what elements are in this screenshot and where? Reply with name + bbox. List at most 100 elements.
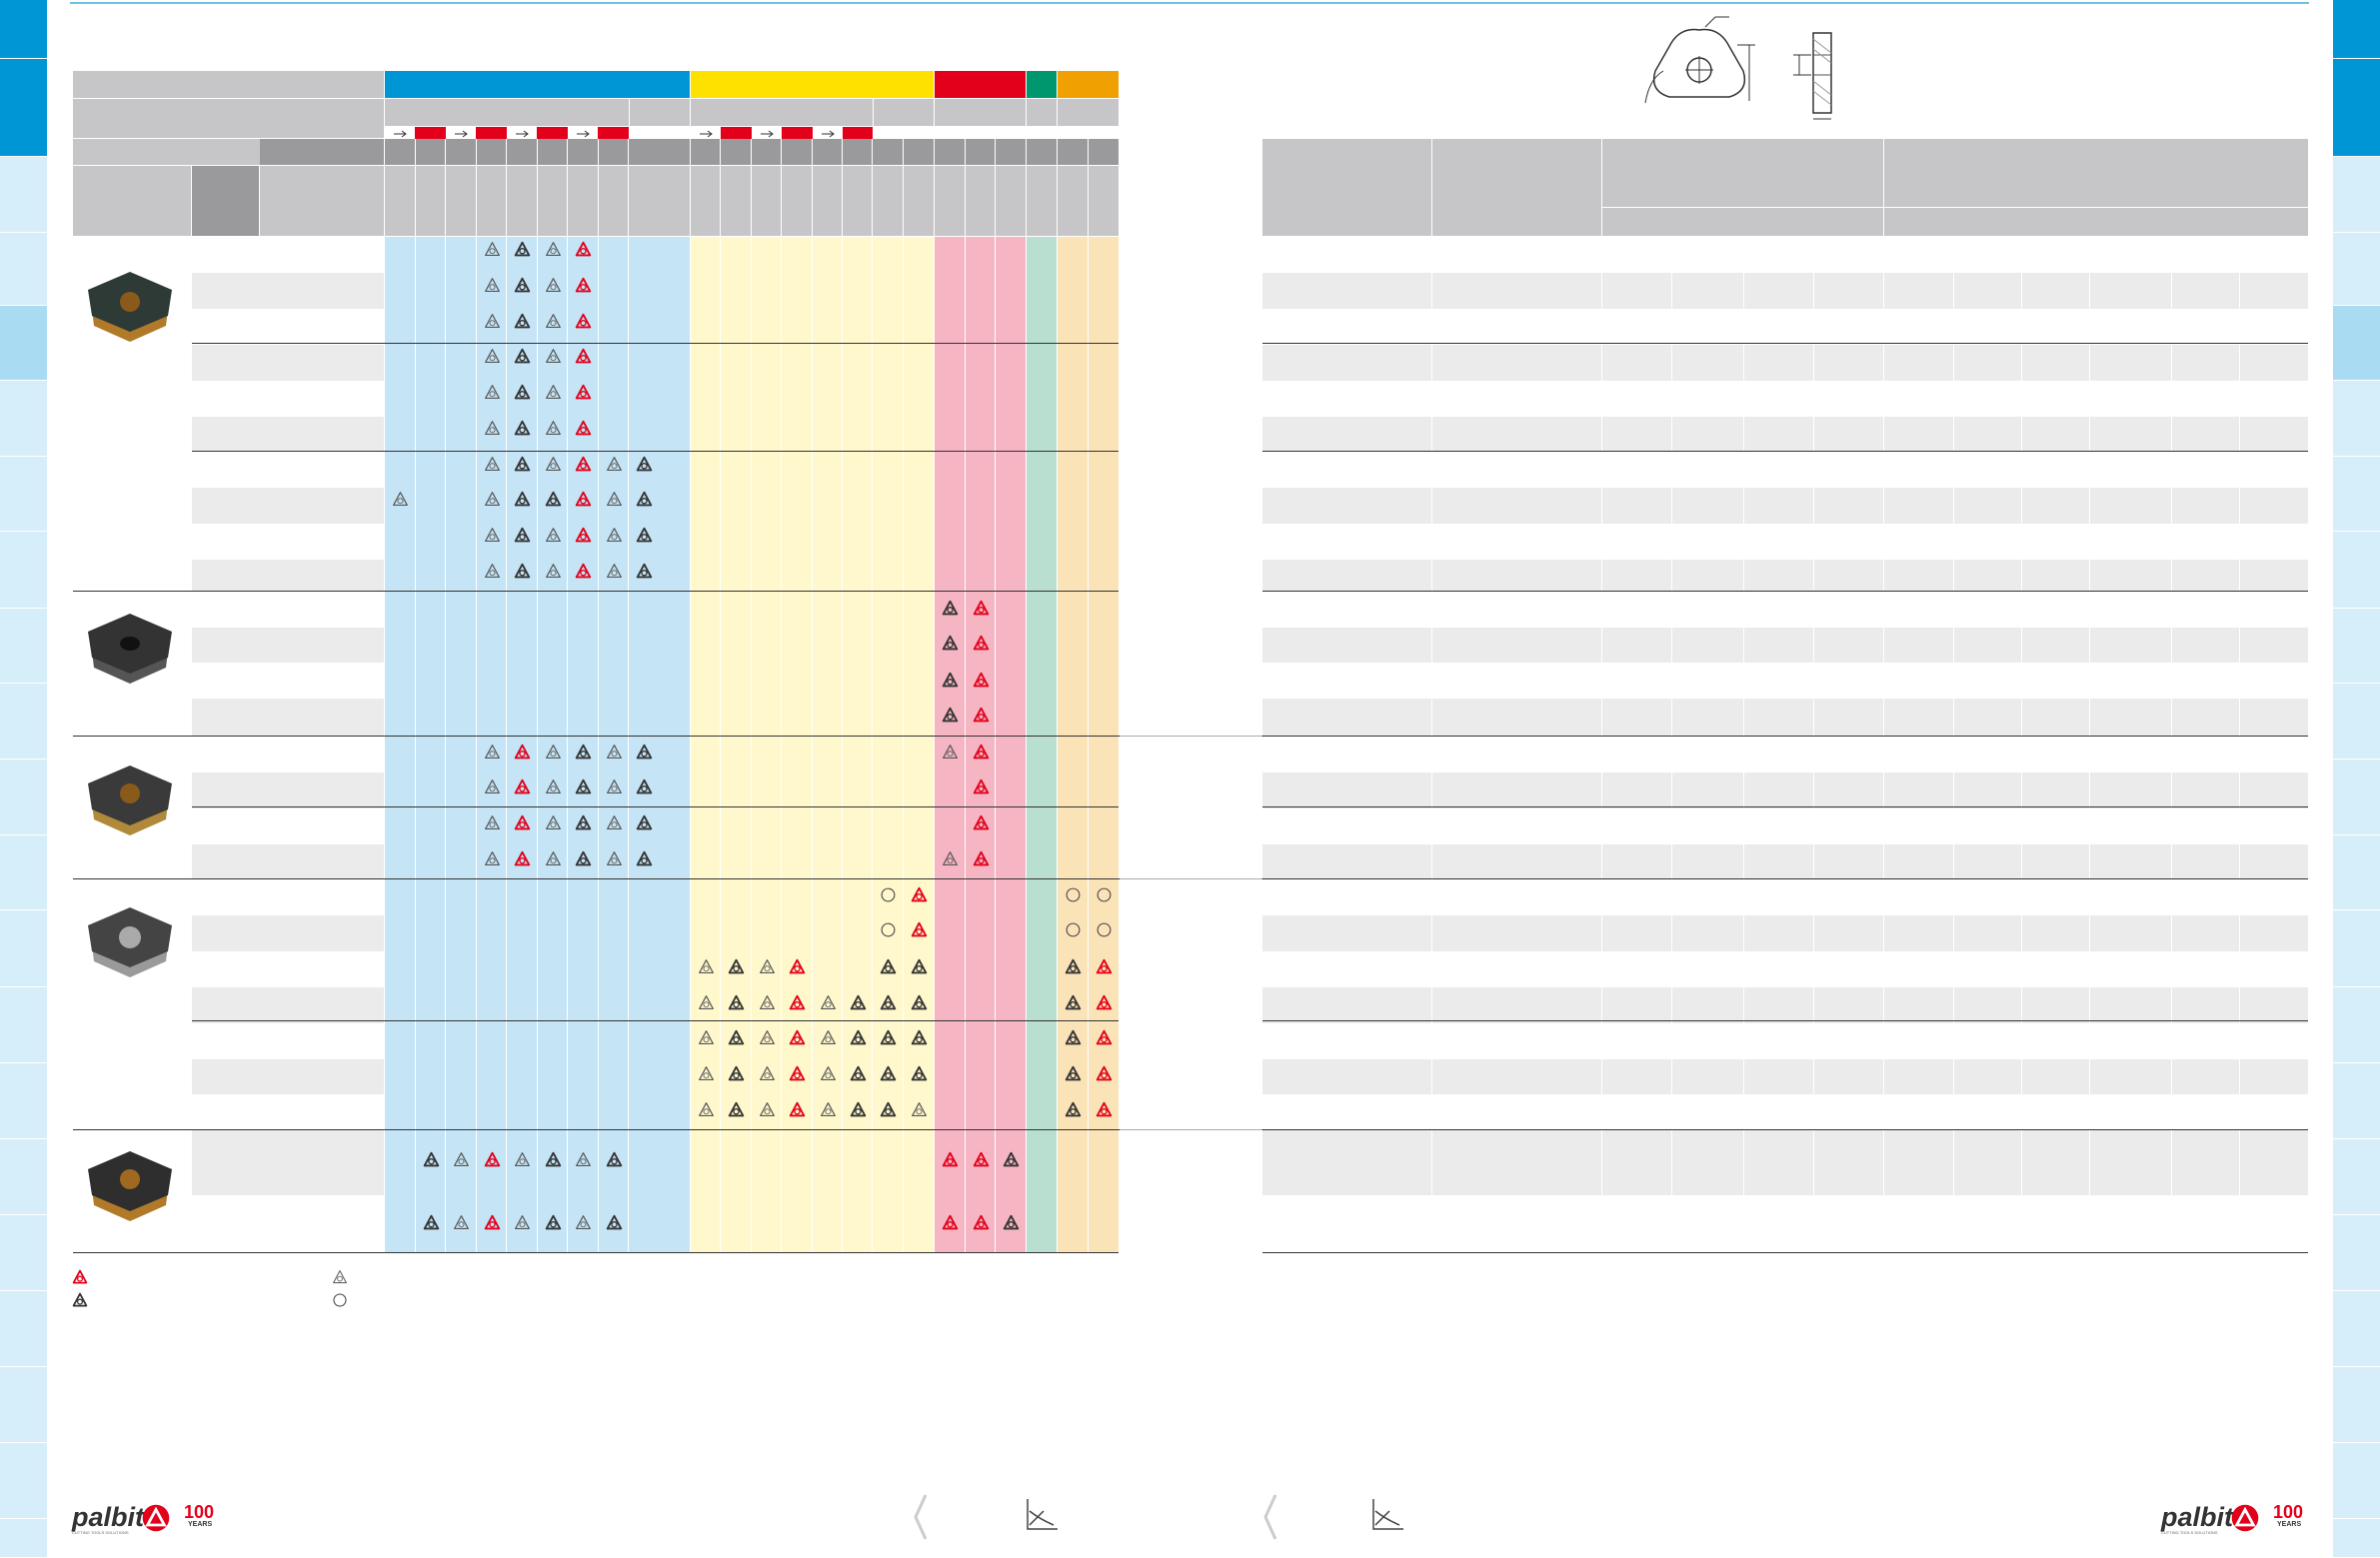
side-tab[interactable] <box>2333 1215 2380 1291</box>
dimension-row-stripe <box>1262 1059 2308 1094</box>
side-tab[interactable] <box>2333 1291 2380 1367</box>
side-tab[interactable] <box>0 1367 47 1443</box>
side-tab[interactable] <box>0 59 47 157</box>
outline-triangle-icon <box>545 814 562 831</box>
outline-triangle-icon <box>606 527 623 544</box>
group-separator <box>192 806 1119 807</box>
dark-triangle-icon <box>850 994 867 1011</box>
side-tab[interactable] <box>2333 1519 2380 1558</box>
arrow-right-icon <box>752 127 782 139</box>
side-tab[interactable] <box>2333 157 2380 233</box>
dark-triangle-icon <box>728 958 745 975</box>
red-triangle-icon <box>575 384 592 401</box>
dark-triangle-icon <box>911 994 928 1011</box>
side-tab[interactable] <box>0 532 47 609</box>
subgroup-divider <box>1026 99 1027 126</box>
side-tab[interactable] <box>2333 532 2380 609</box>
outline-triangle-icon <box>545 527 562 544</box>
side-tab[interactable] <box>2333 1139 2380 1215</box>
circle-icon <box>1065 921 1082 938</box>
column-divider <box>995 139 996 165</box>
red-triangle-icon <box>1096 1101 1113 1118</box>
anniversary-word: YEARS <box>2277 1521 2302 1528</box>
outline-triangle-icon <box>698 1101 715 1118</box>
dimension-row-stripe <box>1262 560 2308 592</box>
dark-triangle-icon <box>636 563 653 580</box>
dotted-leader <box>1119 736 1262 738</box>
red-triangle-icon <box>575 277 592 294</box>
side-tab[interactable] <box>2333 684 2380 760</box>
side-tab[interactable] <box>2333 760 2380 835</box>
cutting-chart-icon[interactable] <box>1024 1497 1060 1533</box>
group-bar-k <box>935 71 1026 98</box>
circle-icon <box>1096 921 1113 938</box>
side-tab[interactable] <box>0 684 47 760</box>
dotted-leader <box>1119 1129 1262 1131</box>
side-tab[interactable] <box>2333 457 2380 532</box>
dark-triangle-icon <box>850 1101 867 1118</box>
outline-triangle-icon <box>606 744 623 761</box>
side-tab[interactable] <box>2333 306 2380 381</box>
outline-triangle-icon <box>606 563 623 580</box>
side-tab[interactable] <box>0 233 47 306</box>
outline-triangle-icon <box>698 1065 715 1082</box>
page-turn-chevron-icon[interactable] <box>1261 1493 1279 1541</box>
red-triangle-icon <box>973 1214 990 1231</box>
outline-triangle-icon <box>606 491 623 508</box>
outline-triangle-icon <box>545 744 562 761</box>
red-triangle-icon <box>973 672 990 689</box>
dimension-column-divider <box>1431 237 1432 1253</box>
column-divider <box>506 166 507 1253</box>
outline-triangle-icon <box>606 779 623 795</box>
arrow-right-icon <box>691 127 721 139</box>
side-tab[interactable] <box>0 1063 47 1139</box>
side-tab[interactable] <box>0 1215 47 1291</box>
side-tab[interactable] <box>0 381 47 457</box>
side-tab[interactable] <box>0 1443 47 1519</box>
group-separator <box>1262 1020 2308 1021</box>
column-divider <box>1057 127 1058 139</box>
dark-triangle-icon <box>423 1214 440 1231</box>
side-tab[interactable] <box>0 609 47 684</box>
column-divider <box>628 166 629 1253</box>
side-tab[interactable] <box>0 910 47 987</box>
side-tab[interactable] <box>2333 910 2380 987</box>
outline-triangle-icon <box>698 958 715 975</box>
group-separator <box>192 451 1119 452</box>
side-tab[interactable] <box>0 457 47 532</box>
column-divider <box>445 166 446 1253</box>
side-tab[interactable] <box>2333 59 2380 157</box>
red-triangle-icon <box>911 886 928 903</box>
outline-triangle-icon <box>484 527 501 544</box>
side-tab[interactable] <box>0 1291 47 1367</box>
side-tab[interactable] <box>0 0 47 59</box>
side-tab[interactable] <box>2333 1063 2380 1139</box>
side-tab[interactable] <box>0 306 47 381</box>
header-dark-bar <box>260 139 384 165</box>
side-tab[interactable] <box>0 835 47 910</box>
side-tab[interactable] <box>2333 835 2380 910</box>
column-divider <box>506 139 507 165</box>
side-tab[interactable] <box>0 987 47 1063</box>
side-tab[interactable] <box>2333 987 2380 1063</box>
dark-triangle-icon <box>575 744 592 761</box>
outline-triangle-icon <box>484 491 501 508</box>
side-tab[interactable] <box>2333 1443 2380 1519</box>
dark-triangle-icon <box>514 563 531 580</box>
red-triangle-icon <box>973 1151 990 1168</box>
dark-triangle-icon <box>636 744 653 761</box>
side-tab[interactable] <box>2333 0 2380 59</box>
side-tab[interactable] <box>2333 1367 2380 1443</box>
side-tab[interactable] <box>0 1139 47 1215</box>
page-turn-chevron-icon[interactable] <box>912 1493 930 1541</box>
dimension-row-stripe <box>1262 844 2308 879</box>
cutting-chart-icon[interactable] <box>1369 1497 1405 1533</box>
side-tab[interactable] <box>0 760 47 835</box>
red-triangle-icon <box>1096 1065 1113 1082</box>
side-tab[interactable] <box>2333 609 2380 684</box>
side-tab[interactable] <box>2333 381 2380 457</box>
side-tab[interactable] <box>2333 233 2380 306</box>
side-tab[interactable] <box>0 157 47 233</box>
dimension-header-divider <box>1601 139 1602 236</box>
legend-circle-icon <box>333 1293 347 1307</box>
